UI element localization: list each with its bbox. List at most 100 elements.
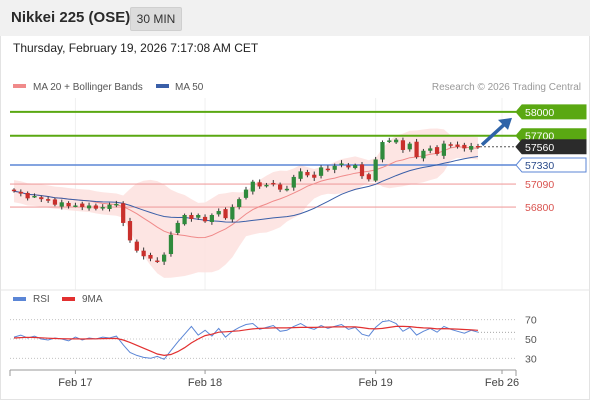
candle-body — [93, 205, 98, 209]
candle-body — [46, 199, 51, 201]
candle-body — [25, 192, 30, 199]
level-label-57090: 57090 — [525, 179, 554, 191]
rsi-tick-label-70: 70 — [525, 315, 537, 327]
candle-body — [332, 165, 337, 170]
timestamp: Thursday, February 19, 2026 7:17:08 AM C… — [13, 41, 259, 55]
candle-body — [271, 182, 276, 185]
level-label-56800: 56800 — [525, 202, 554, 214]
projection-arrow-head — [498, 117, 512, 130]
candle-body — [284, 188, 290, 191]
candle-body — [428, 148, 433, 151]
candle-body — [202, 216, 208, 222]
candle-body — [107, 204, 112, 209]
rsi-tick-label-50: 50 — [525, 334, 537, 346]
rsi-ma-line — [13, 325, 479, 357]
candle-body — [475, 146, 481, 148]
candle-body — [155, 260, 160, 263]
candle-body — [264, 184, 269, 187]
candle-body — [216, 211, 221, 215]
candle-body — [339, 163, 344, 165]
x-tick-label: Feb 18 — [188, 377, 222, 389]
candle-body — [59, 202, 64, 207]
candle-body — [66, 202, 71, 207]
candle-body — [441, 143, 446, 156]
candle-body — [230, 207, 235, 220]
candle-body — [141, 250, 146, 257]
candle-body — [305, 172, 310, 176]
candle-body — [325, 168, 330, 171]
candle-body — [291, 176, 296, 188]
candle-body — [421, 150, 426, 159]
ma20-legend-swatch — [13, 84, 26, 88]
instrument-title: Nikkei 225 (OSE) — [11, 9, 131, 26]
bollinger-band-fill — [14, 128, 478, 278]
rsi-ma-legend-label: 9MA — [82, 294, 103, 305]
candle-body — [196, 215, 201, 218]
candle-body — [11, 189, 17, 192]
candle-body — [52, 199, 58, 205]
rsi-panel: RSI 9MA 70 50 30 — [0, 289, 590, 365]
candle-body — [380, 142, 385, 160]
rsi-tick-label-30: 30 — [525, 353, 537, 365]
x-tick-label: Feb 19 — [359, 377, 393, 389]
timeframe-selector[interactable]: 30 MIN — [130, 7, 182, 31]
price-legend: MA 20 + Bollinger Bands MA 50 Research ©… — [13, 82, 581, 93]
candle-body — [80, 203, 85, 208]
candle-body — [32, 195, 37, 198]
candle-body — [359, 164, 365, 177]
candle-body — [346, 165, 351, 168]
candle-body — [86, 205, 92, 209]
ma50-line — [13, 156, 479, 223]
ma50-legend-swatch — [156, 84, 169, 88]
candle-body — [209, 215, 214, 222]
level-label-57560: 57560 — [525, 142, 554, 154]
ma20-legend-label: MA 20 + Bollinger Bands — [33, 82, 143, 93]
candle-body — [175, 222, 180, 233]
candle-body — [243, 189, 249, 198]
candle-body — [353, 165, 358, 169]
candle-body — [121, 203, 126, 223]
candle-body — [312, 174, 317, 178]
level-label-box-58000 — [515, 104, 587, 120]
level-label-58000: 58000 — [525, 107, 554, 119]
candle-body — [223, 209, 228, 219]
x-tick-label: Feb 17 — [58, 377, 92, 389]
ma50-legend-label: MA 50 — [175, 82, 204, 93]
candle-body — [462, 144, 467, 149]
price-levels — [10, 110, 516, 208]
candle-body — [373, 159, 378, 181]
candle-body — [237, 199, 242, 208]
x-tick-label: Feb 26 — [485, 377, 519, 389]
candle-body — [18, 191, 23, 194]
candle-body — [387, 140, 392, 142]
candle-body — [455, 144, 460, 147]
candle-body — [250, 181, 255, 192]
candle-body — [318, 167, 324, 176]
candle-body — [448, 144, 453, 146]
candle-body — [127, 221, 133, 241]
candle-body — [148, 254, 153, 259]
level-label-box-57560 — [515, 139, 587, 155]
moving-averages — [13, 146, 479, 239]
rsi-legend-label: RSI — [33, 294, 50, 305]
candle-body — [182, 215, 187, 225]
candle-body — [414, 141, 419, 158]
candle-body — [407, 143, 412, 150]
candle-body — [189, 215, 194, 219]
projection-arrow-shaft — [480, 121, 508, 147]
candle-body — [394, 139, 399, 143]
candle-body — [469, 146, 474, 150]
rsi-ma-legend-swatch — [62, 297, 75, 301]
candle-body — [278, 184, 283, 190]
candle-body — [73, 205, 78, 207]
candle-body — [257, 182, 262, 187]
candle-body — [298, 171, 303, 179]
x-axis: Feb 17 Feb 18 Feb 19 Feb 26 — [9, 369, 519, 389]
watermark: Research © 2026 Trading Central — [432, 82, 581, 93]
candle-body — [100, 207, 105, 209]
level-label-57330: 57330 — [525, 160, 554, 172]
level-label-box-57330 — [515, 157, 587, 173]
rsi-legend-swatch — [13, 297, 26, 301]
